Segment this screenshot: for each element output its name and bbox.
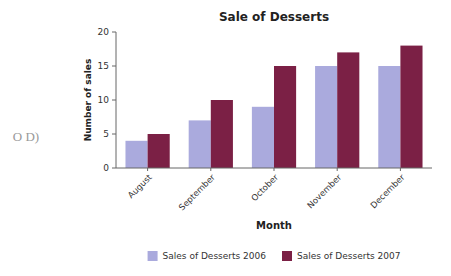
y-tick-label: 10 [98,95,110,105]
y-tick [112,168,116,169]
bar [189,120,211,168]
y-tick [112,100,116,101]
legend-label: Sales of Desserts 2007 [297,251,400,261]
bar [252,107,274,168]
bars [125,46,422,168]
x-tick [337,168,338,171]
bar [125,141,147,168]
y-tick-label: 0 [103,163,109,173]
bar [148,134,170,168]
x-tick [274,168,275,171]
y-tick-label: 15 [98,61,109,71]
legend-swatch [282,251,292,261]
y-axis [116,32,117,168]
legend-swatch [148,251,158,261]
y-tick [112,66,116,67]
legend-label: Sales of Desserts 2006 [163,251,267,261]
x-axis-label: Month [256,220,292,231]
y-tick-label: 5 [103,129,109,139]
bar [274,66,296,168]
title: Sale of Desserts [219,10,329,24]
bar [378,66,400,168]
bar [400,46,422,168]
bar [337,52,359,168]
y-tick [112,32,116,33]
x-tick-label: October [249,172,280,203]
bar [315,66,337,168]
x-tick-label: December [368,172,407,211]
legend: Sales of Desserts 2006 Sales of Desserts … [148,251,401,262]
annotation: O D) [13,129,39,144]
x-tick [147,168,148,171]
x-tick-label: November [305,172,344,211]
x-tick [400,168,401,171]
y-tick [112,134,116,135]
chart: O D) Sale of Desserts 0 5 10 15 20 Number of sa… [0,0,451,276]
x-tick-label: September [177,172,218,213]
x-tick-label: August [126,172,155,201]
y-axis-label: Number of sales [83,59,93,142]
bar [211,100,233,168]
y-tick-label: 20 [98,27,110,37]
x-tick [210,168,211,171]
